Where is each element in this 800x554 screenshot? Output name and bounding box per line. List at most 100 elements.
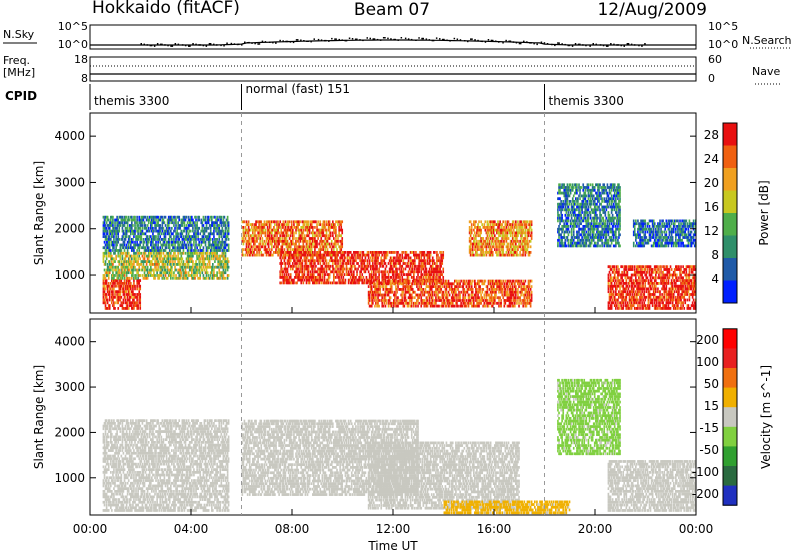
echo-cell bbox=[281, 262, 284, 265]
echo-cell bbox=[265, 253, 268, 257]
echo-cell bbox=[253, 242, 255, 246]
echo-cell bbox=[307, 253, 310, 257]
echo-cell bbox=[431, 293, 434, 297]
echo-cell bbox=[161, 260, 164, 263]
echo-cell bbox=[281, 226, 284, 229]
echo-cell bbox=[204, 265, 207, 269]
echo-cell bbox=[269, 253, 272, 257]
echo-cell bbox=[113, 246, 115, 250]
echo-cell bbox=[102, 215, 105, 219]
echo-cell bbox=[301, 237, 304, 240]
echo-cell bbox=[113, 279, 115, 282]
echo-cell bbox=[337, 262, 339, 265]
echo-cell bbox=[387, 293, 390, 297]
echo-cell bbox=[376, 264, 378, 268]
echo-cell bbox=[482, 299, 485, 302]
echo-cell bbox=[188, 229, 191, 233]
echo-cell bbox=[341, 231, 344, 235]
echo-cell bbox=[135, 226, 137, 230]
echo-cell bbox=[152, 226, 154, 230]
echo-cell bbox=[120, 218, 123, 222]
echo-cell bbox=[293, 253, 295, 257]
echo-cell bbox=[312, 242, 314, 246]
echo-cell bbox=[297, 223, 299, 226]
echo-cell bbox=[419, 293, 421, 297]
echo-cell bbox=[153, 215, 155, 219]
echo-cell bbox=[318, 231, 320, 235]
echo-cell bbox=[170, 268, 172, 272]
echo-cell bbox=[128, 301, 131, 305]
echo-cell bbox=[125, 271, 128, 275]
echo-cell bbox=[133, 268, 135, 272]
echo-cell bbox=[146, 271, 149, 275]
echo-cell bbox=[204, 215, 207, 219]
echo-cell bbox=[441, 285, 444, 288]
echo-cell bbox=[106, 229, 109, 233]
echo-cell bbox=[179, 224, 182, 227]
echo-cell bbox=[401, 253, 404, 257]
echo-cell bbox=[349, 262, 352, 265]
echo-cell bbox=[418, 270, 420, 274]
echo-cell bbox=[336, 248, 338, 251]
echo-cell bbox=[150, 251, 152, 255]
echo-cell bbox=[241, 226, 244, 229]
echo-cell bbox=[189, 221, 192, 225]
echo-cell bbox=[138, 218, 141, 222]
echo-cell bbox=[104, 271, 107, 275]
echo-cell bbox=[212, 268, 214, 272]
echo-cell bbox=[114, 232, 116, 236]
echo-cell bbox=[136, 240, 138, 244]
echo-cell bbox=[104, 282, 107, 285]
echo-cell bbox=[131, 249, 133, 252]
echo-cell bbox=[451, 293, 454, 297]
echo-cell bbox=[246, 248, 249, 251]
echo-cell bbox=[171, 232, 173, 236]
echo-cell bbox=[271, 234, 273, 238]
echo-cell bbox=[114, 282, 116, 285]
echo-cell bbox=[418, 253, 420, 257]
echo-cell bbox=[144, 224, 147, 227]
echo-cell bbox=[222, 263, 225, 266]
echo-cell bbox=[143, 271, 146, 275]
echo-cell bbox=[264, 242, 267, 246]
echo-cell bbox=[159, 254, 162, 258]
echo-cell bbox=[442, 290, 445, 294]
echo-cell bbox=[328, 220, 331, 224]
echo-cell bbox=[178, 274, 181, 277]
echo-cell bbox=[200, 249, 203, 252]
echo-cell bbox=[208, 235, 211, 238]
echo-cell bbox=[378, 299, 380, 302]
echo-cell bbox=[128, 246, 131, 250]
echo-cell bbox=[143, 224, 146, 227]
echo-cell bbox=[399, 253, 401, 257]
echo-cell bbox=[279, 220, 282, 224]
echo-cell bbox=[202, 274, 205, 277]
echo-cell bbox=[212, 274, 214, 277]
echo-cell bbox=[259, 220, 262, 224]
echo-cell bbox=[115, 265, 117, 269]
echo-cell bbox=[105, 271, 108, 275]
echo-cell bbox=[271, 220, 273, 224]
echo-cell bbox=[137, 307, 139, 310]
echo-cell bbox=[125, 260, 128, 263]
echo-cell bbox=[198, 226, 201, 230]
echo-cell bbox=[222, 240, 225, 244]
echo-cell bbox=[290, 242, 293, 246]
echo-cell bbox=[124, 251, 127, 255]
echo-cell bbox=[267, 234, 270, 238]
echo-cell bbox=[339, 220, 341, 224]
echo-cell bbox=[157, 215, 159, 219]
echo-cell bbox=[323, 276, 326, 279]
echo-cell bbox=[126, 265, 129, 269]
echo-cell bbox=[126, 301, 129, 305]
echo-cell bbox=[122, 232, 125, 236]
echo-cell bbox=[168, 251, 171, 255]
echo-cell bbox=[227, 249, 230, 252]
echo-cell bbox=[167, 224, 170, 227]
echo-cell bbox=[133, 260, 135, 263]
echo-cell bbox=[298, 234, 300, 238]
echo-cell bbox=[133, 257, 135, 261]
echo-cell bbox=[341, 242, 344, 246]
echo-cell bbox=[384, 293, 387, 297]
echo-cell bbox=[323, 239, 326, 243]
